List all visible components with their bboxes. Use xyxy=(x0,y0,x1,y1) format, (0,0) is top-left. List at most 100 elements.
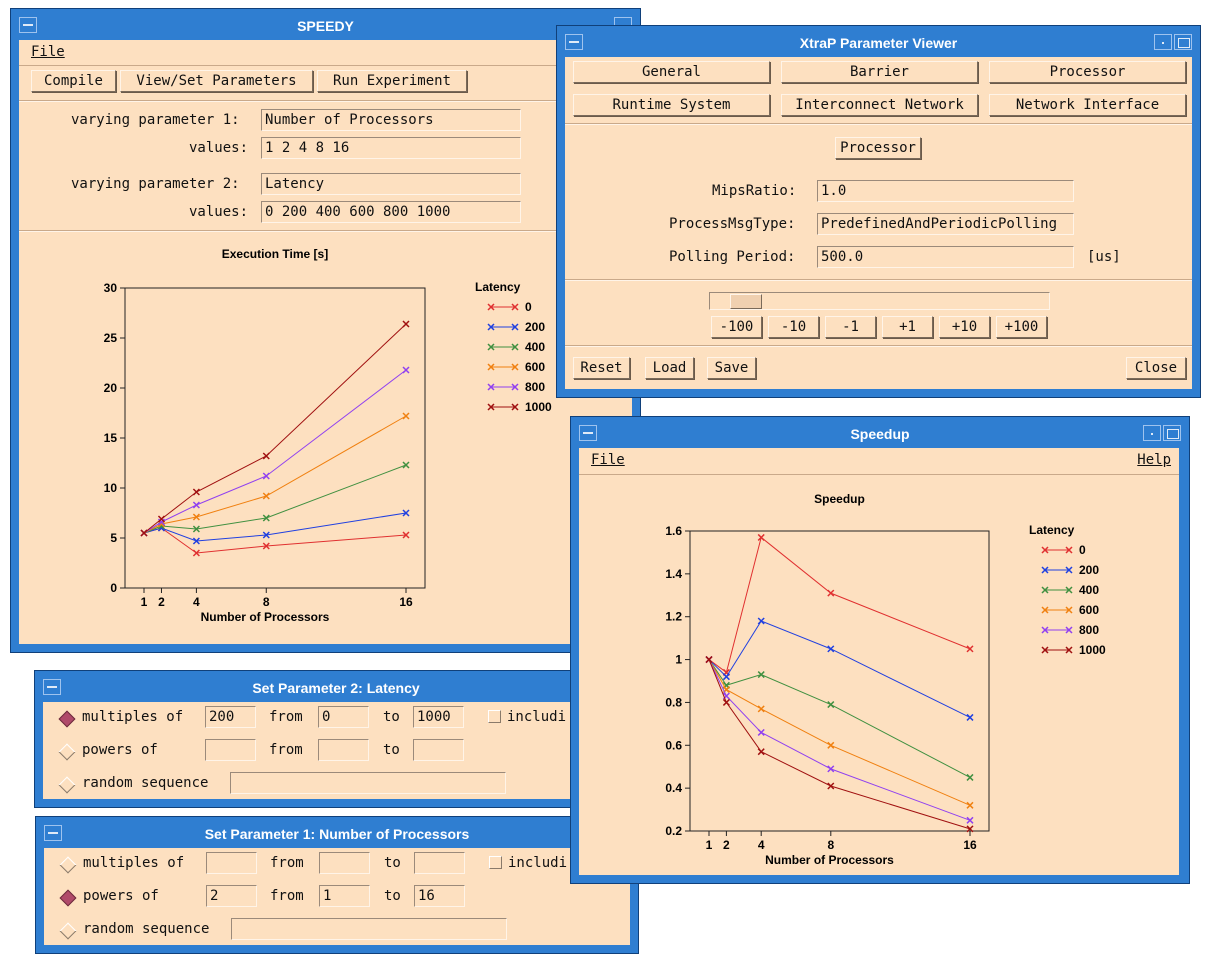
data-point xyxy=(827,765,835,773)
speedy-menubar: File xyxy=(19,40,632,66)
step-minus-1-button[interactable]: -1 xyxy=(825,316,876,338)
tab-interconnect-network[interactable]: Interconnect Network xyxy=(781,94,978,116)
set-parameter-2-client: multiples of 200 from 0 to 1000 includi … xyxy=(43,702,629,799)
multiples-from-field[interactable]: 0 xyxy=(318,706,369,728)
powers-to-field[interactable]: 16 xyxy=(414,885,465,907)
including-label: includi xyxy=(507,709,567,725)
multiples-radio[interactable] xyxy=(58,710,76,728)
y-tick-label: 0.2 xyxy=(665,824,682,838)
y-tick-label: 1.6 xyxy=(665,524,682,538)
compile-button[interactable]: Compile xyxy=(31,70,116,92)
set-parameter-2-titlebar[interactable]: Set Parameter 2: Latency xyxy=(41,677,631,699)
reset-button[interactable]: Reset xyxy=(573,357,630,379)
maximize-button[interactable] xyxy=(1163,425,1181,441)
powers-from-field[interactable] xyxy=(318,739,369,761)
window-menu-button[interactable] xyxy=(579,425,597,441)
multiples-field[interactable] xyxy=(206,852,257,874)
xtrap-titlebar[interactable]: XtraP Parameter Viewer xyxy=(563,32,1194,54)
step-plus-1-button[interactable]: +1 xyxy=(882,316,933,338)
random-field[interactable] xyxy=(231,918,507,940)
data-point xyxy=(140,529,148,537)
minimize-button[interactable] xyxy=(1154,34,1172,50)
window-menu-button[interactable] xyxy=(565,34,583,50)
param2-field[interactable]: Latency xyxy=(261,173,521,195)
data-point xyxy=(757,728,765,736)
step-minus-10-button[interactable]: -10 xyxy=(768,316,819,338)
tab-runtime-system[interactable]: Runtime System xyxy=(573,94,770,116)
powers-radio[interactable] xyxy=(58,743,76,761)
window-menu-button[interactable] xyxy=(19,17,37,33)
save-button[interactable]: Save xyxy=(707,357,756,379)
random-field[interactable] xyxy=(230,772,506,794)
data-point xyxy=(192,537,200,545)
multiples-radio[interactable] xyxy=(59,856,77,874)
series-line-400 xyxy=(143,464,407,534)
x-tick-label: 1 xyxy=(141,595,148,609)
powers-field[interactable] xyxy=(205,739,256,761)
multiples-from-field[interactable] xyxy=(319,852,370,874)
random-radio[interactable] xyxy=(59,922,77,940)
legend-marker xyxy=(1065,646,1073,654)
minimize-button[interactable] xyxy=(1143,425,1161,441)
param2-label: varying parameter 2: xyxy=(71,176,240,192)
including-checkbox[interactable] xyxy=(489,856,502,869)
mips-label: MipsRatio: xyxy=(712,183,797,199)
step-minus-100-button[interactable]: -100 xyxy=(711,316,762,338)
set-parameter-1-titlebar[interactable]: Set Parameter 1: Number of Processors xyxy=(42,823,632,845)
legend-marker xyxy=(1065,606,1073,614)
powers-from-field[interactable]: 1 xyxy=(319,885,370,907)
legend-marker xyxy=(1065,566,1073,574)
menu-file[interactable]: File xyxy=(591,452,625,468)
multiples-to-field[interactable]: 1000 xyxy=(413,706,464,728)
speedy-titlebar[interactable]: SPEEDY xyxy=(17,15,634,37)
series-line-800 xyxy=(143,369,407,534)
window-menu-button[interactable] xyxy=(43,679,61,695)
speedy-client: File Compile View/Set Parameters Run Exp… xyxy=(19,40,632,644)
powers-field[interactable]: 2 xyxy=(206,885,257,907)
tab-network-interface[interactable]: Network Interface xyxy=(989,94,1186,116)
legend-label-200: 200 xyxy=(1079,563,1099,577)
tab-general[interactable]: General xyxy=(573,61,770,83)
data-point xyxy=(966,825,974,833)
powers-to-field[interactable] xyxy=(413,739,464,761)
window-menu-button[interactable] xyxy=(44,825,62,841)
multiples-to-field[interactable] xyxy=(414,852,465,874)
step-plus-100-button[interactable]: +100 xyxy=(996,316,1047,338)
value-slider[interactable] xyxy=(709,292,1050,310)
series-line-800 xyxy=(708,659,971,821)
to-label: to xyxy=(384,888,401,904)
maximize-button[interactable] xyxy=(1174,34,1192,50)
y-tick-label: 1.2 xyxy=(665,610,682,624)
speedup-titlebar[interactable]: Speedup xyxy=(577,423,1183,445)
view-set-parameters-button[interactable]: View/Set Parameters xyxy=(120,70,313,92)
run-experiment-button[interactable]: Run Experiment xyxy=(317,70,467,92)
process-msg-type-field[interactable]: PredefinedAndPeriodicPolling xyxy=(817,213,1074,235)
polling-period-field[interactable]: 500.0 xyxy=(817,246,1074,268)
legend-marker xyxy=(511,303,519,311)
param1-field[interactable]: Number of Processors xyxy=(261,109,521,131)
legend-marker xyxy=(511,403,519,411)
powers-radio[interactable] xyxy=(59,889,77,907)
tab-processor[interactable]: Processor xyxy=(989,61,1186,83)
param2-values-field[interactable]: 0 200 400 600 800 1000 xyxy=(261,201,521,223)
tab-barrier[interactable]: Barrier xyxy=(781,61,978,83)
menu-file[interactable]: File xyxy=(31,44,65,60)
multiples-field[interactable]: 200 xyxy=(205,706,256,728)
legend-marker xyxy=(511,323,519,331)
y-tick-label: 0.8 xyxy=(665,695,682,709)
param1-values-field[interactable]: 1 2 4 8 16 xyxy=(261,137,521,159)
slider-thumb[interactable] xyxy=(730,294,763,309)
data-point xyxy=(966,801,974,809)
including-checkbox[interactable] xyxy=(488,710,501,723)
step-plus-10-button[interactable]: +10 xyxy=(939,316,990,338)
y-tick-label: 0.6 xyxy=(665,738,682,752)
y-tick-label: 15 xyxy=(104,431,118,445)
set-parameter-1-client: multiples of from to includi powers of 2… xyxy=(44,848,630,945)
legend-marker xyxy=(511,343,519,351)
menu-help[interactable]: Help xyxy=(1137,452,1171,468)
random-radio[interactable] xyxy=(58,776,76,794)
close-button[interactable]: Close xyxy=(1126,357,1186,379)
mips-field[interactable]: 1.0 xyxy=(817,180,1074,202)
load-button[interactable]: Load xyxy=(645,357,694,379)
param2-values-label: values: xyxy=(189,204,249,220)
